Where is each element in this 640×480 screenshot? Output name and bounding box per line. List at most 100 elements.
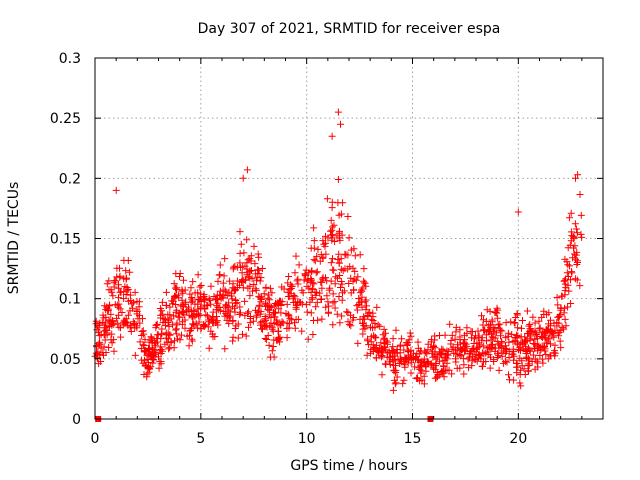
data-point <box>243 268 251 276</box>
data-point <box>312 291 320 299</box>
data-point <box>162 329 170 337</box>
data-point <box>362 296 370 304</box>
data-point <box>553 294 561 301</box>
data-point <box>329 266 337 274</box>
data-point <box>460 370 468 378</box>
data-point <box>203 302 211 310</box>
data-point <box>100 343 108 351</box>
data-point <box>335 250 343 258</box>
data-point <box>331 280 339 288</box>
data-point <box>340 287 348 295</box>
data-point <box>197 297 205 305</box>
data-point <box>533 330 540 338</box>
data-point <box>520 365 528 373</box>
data-point <box>216 261 224 269</box>
data-point <box>323 195 331 203</box>
data-point <box>136 338 144 346</box>
data-point <box>268 347 276 355</box>
data-point <box>561 277 569 285</box>
plot-frame <box>94 57 604 420</box>
data-point <box>530 340 538 347</box>
data-point <box>367 333 375 341</box>
data-point <box>114 319 122 327</box>
data-point <box>453 364 461 372</box>
data-point <box>299 289 307 297</box>
data-point <box>482 317 490 325</box>
data-point <box>248 275 256 283</box>
data-point <box>356 251 364 259</box>
grid-lines <box>95 58 603 419</box>
data-point <box>473 357 481 365</box>
data-point <box>174 313 182 321</box>
data-point <box>572 251 580 259</box>
data-point <box>237 309 244 317</box>
data-point <box>356 289 364 297</box>
y-tick-label: 0 <box>72 412 81 428</box>
data-point <box>547 316 554 324</box>
data-point <box>365 341 373 349</box>
data-point <box>490 327 498 335</box>
data-point <box>268 289 276 297</box>
data-point <box>418 376 426 384</box>
data-point <box>180 276 187 284</box>
data-point <box>567 228 575 236</box>
data-point <box>250 242 258 250</box>
data-point <box>507 318 515 326</box>
data-point <box>147 363 155 371</box>
data-point <box>376 322 384 330</box>
data-point <box>266 284 274 292</box>
data-point <box>207 327 215 335</box>
data-point <box>131 351 139 359</box>
data-point <box>113 264 121 272</box>
data-point <box>531 327 539 335</box>
data-point <box>407 369 415 377</box>
data-point <box>391 380 399 388</box>
data-point <box>360 265 368 273</box>
data-point <box>572 225 580 233</box>
data-point <box>310 317 317 324</box>
y-tick-label: 0.25 <box>50 111 81 127</box>
data-point <box>256 319 264 327</box>
data-point <box>363 302 370 310</box>
data-point <box>168 297 176 305</box>
data-point <box>272 308 279 316</box>
data-point <box>573 229 581 237</box>
data-point <box>137 345 145 353</box>
data-point <box>251 270 259 278</box>
data-point <box>389 386 397 394</box>
data-point <box>234 263 242 271</box>
x-tick-label: 15 <box>404 431 422 447</box>
data-point <box>265 341 273 349</box>
data-point <box>181 300 189 308</box>
data-point <box>186 290 194 298</box>
data-point <box>465 364 473 372</box>
data-point <box>233 277 241 285</box>
data-point <box>531 365 539 373</box>
data-point <box>264 332 272 339</box>
data-point <box>422 363 430 371</box>
data-point <box>350 275 358 283</box>
data-point <box>206 296 214 304</box>
data-point <box>440 373 448 381</box>
data-point <box>498 343 506 351</box>
data-point <box>304 335 312 343</box>
data-point <box>104 307 112 315</box>
data-point <box>505 371 512 379</box>
data-point-peak <box>572 174 579 182</box>
data-point <box>478 349 486 357</box>
data-point <box>438 345 446 353</box>
data-point <box>116 288 124 296</box>
data-point <box>319 274 327 282</box>
y-tick-label: 0.2 <box>59 171 81 187</box>
data-point <box>396 349 404 357</box>
data-point <box>334 256 342 263</box>
data-point <box>510 319 518 326</box>
data-point <box>293 277 301 285</box>
data-point <box>327 231 335 239</box>
data-point <box>460 361 468 369</box>
data-point <box>436 350 444 358</box>
data-point <box>251 260 259 268</box>
data-point <box>561 280 569 288</box>
data-point <box>330 221 338 229</box>
data-point <box>188 335 196 343</box>
